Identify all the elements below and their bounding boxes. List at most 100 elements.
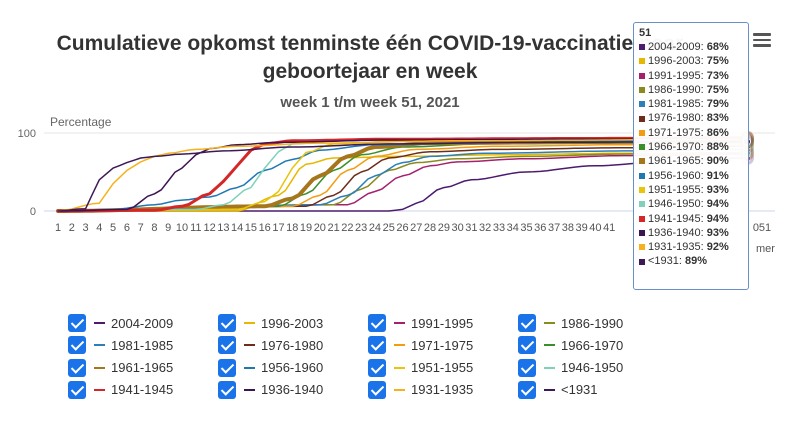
legend-label: 1931-1935: [411, 382, 474, 398]
tooltip-row-value: 68%: [706, 41, 729, 53]
hamburger-menu-icon[interactable]: [753, 33, 771, 47]
tooltip-row: 2004-2009: 68%: [639, 40, 743, 54]
x-tick-label: 26: [396, 222, 408, 234]
legend-checkbox[interactable]: [68, 358, 86, 377]
tooltip-row-value: 94%: [706, 198, 729, 211]
x-tick-label: 22: [341, 222, 353, 234]
x-tick-label: 40: [589, 222, 601, 234]
series-color-swatch: [639, 101, 645, 108]
tooltip-row-value: 83%: [706, 112, 729, 125]
legend-checkbox[interactable]: [368, 336, 386, 355]
tooltip-separator: :: [700, 183, 707, 196]
legend-checkbox[interactable]: [518, 380, 536, 399]
x-tick-label: 27: [410, 222, 422, 234]
legend-label: 1976-1980: [261, 337, 324, 353]
y-axis-label: Percentage: [50, 115, 112, 129]
legend-item[interactable]: 1956-1960: [218, 357, 368, 379]
legend-item[interactable]: 1996-2003: [218, 312, 368, 334]
legend-checkbox[interactable]: [218, 336, 236, 355]
legend-checkbox[interactable]: [368, 314, 386, 332]
legend-item[interactable]: 1951-1955: [368, 357, 518, 379]
legend-line-swatch: [94, 388, 105, 391]
legend-item[interactable]: 1971-1975: [368, 334, 518, 356]
x-tick-label: 35: [520, 222, 532, 234]
legend-checkbox[interactable]: [518, 336, 536, 355]
series-color-swatch: [639, 187, 645, 194]
tooltip-row-value: 94%: [706, 212, 729, 225]
x-tick-label: 17: [272, 222, 284, 234]
tooltip-row-value: 86%: [706, 126, 729, 139]
legend-checkbox[interactable]: [518, 314, 536, 332]
chart-title-line1: Cumulatieve opkomst tenminste één COVID-…: [56, 32, 684, 55]
tooltip-row: 1936-1940: 93%: [639, 226, 743, 240]
legend-checkbox[interactable]: [218, 358, 236, 377]
x-tick-label: 14: [231, 222, 243, 234]
series-color-swatch: [639, 201, 645, 208]
x-tick-label: 41: [603, 222, 615, 234]
x-tick-label: 5: [110, 222, 116, 234]
x-tick-label: 29: [438, 222, 450, 234]
legend-item[interactable]: 1936-1940: [218, 379, 368, 401]
tooltip-row: 1951-1955: 93%: [639, 183, 743, 197]
tooltip-separator: :: [700, 198, 707, 211]
legend-label: <1931: [561, 382, 598, 398]
legend-line-swatch: [94, 366, 105, 369]
x-tick-label: 9: [165, 222, 171, 234]
legend-checkbox[interactable]: [68, 380, 86, 399]
tooltip-separator: :: [700, 212, 707, 225]
legend-line-swatch: [544, 344, 555, 347]
legend-checkbox[interactable]: [518, 358, 536, 377]
series-color-swatch: [639, 258, 645, 265]
series-color-swatch: [639, 244, 645, 251]
legend-label: 1951-1955: [411, 360, 474, 376]
legend-item[interactable]: 1981-1985: [68, 334, 218, 356]
x-tick-label: 34: [507, 222, 519, 234]
series-line-<1931: [57, 140, 748, 212]
legend-item[interactable]: 1966-1970: [518, 334, 668, 356]
y-tick-label: 0: [30, 206, 36, 218]
legend-checkbox[interactable]: [68, 314, 86, 332]
legend-item[interactable]: 1941-1945: [68, 379, 218, 401]
tooltip-row: 1971-1975: 86%: [639, 126, 743, 140]
legend-line-swatch: [244, 322, 255, 324]
legend-line-swatch: [94, 344, 105, 347]
tooltip-row-label: 1936-1940: [648, 226, 701, 239]
x-tick-label: 051: [753, 222, 771, 234]
legend-line-swatch: [94, 322, 105, 324]
legend-line-swatch: [244, 388, 255, 391]
legend-line-swatch: [394, 322, 405, 324]
tooltip-row-label: 1951-1955: [648, 183, 701, 196]
legend-checkbox[interactable]: [218, 314, 236, 332]
series-color-swatch: [639, 129, 645, 136]
legend-checkbox[interactable]: [68, 336, 86, 355]
legend-line-swatch: [394, 366, 405, 369]
legend-item[interactable]: 2004-2009: [68, 312, 218, 334]
tooltip-row-label: 1931-1935: [648, 241, 701, 254]
legend-label: 1961-1965: [111, 360, 174, 376]
x-tick-label: 3: [82, 222, 88, 234]
legend-label: 1981-1985: [111, 337, 174, 353]
tooltip-separator: :: [678, 255, 686, 268]
chart-subtitle: week 1 t/m week 51, 2021: [280, 94, 460, 111]
legend-checkbox[interactable]: [368, 380, 386, 399]
legend-item[interactable]: 1986-1990: [518, 312, 668, 334]
tooltip-row-value: 88%: [706, 141, 729, 154]
legend-item[interactable]: 1946-1950: [518, 357, 668, 379]
legend-label: 2004-2009: [111, 315, 174, 331]
legend-label: 1946-1950: [561, 360, 624, 376]
x-tick-label: 11: [190, 222, 201, 234]
legend-item[interactable]: 1961-1965: [68, 357, 218, 379]
tooltip-row: 1986-1990: 75%: [639, 83, 743, 97]
legend-item[interactable]: 1991-1995: [368, 312, 518, 334]
tooltip-row-label: 1986-1990: [648, 83, 701, 96]
legend-item[interactable]: <1931: [518, 379, 668, 401]
tooltip-row: 1931-1935: 92%: [639, 240, 743, 254]
legend-checkbox[interactable]: [218, 380, 236, 399]
series-line-1931-1935: [57, 138, 748, 212]
x-tick-label: 39: [576, 222, 588, 234]
tooltip-separator: :: [700, 155, 707, 168]
tooltip-row-value: 75%: [706, 83, 729, 96]
legend-item[interactable]: 1976-1980: [218, 334, 368, 356]
legend-item[interactable]: 1931-1935: [368, 379, 518, 401]
legend-checkbox[interactable]: [368, 358, 386, 377]
